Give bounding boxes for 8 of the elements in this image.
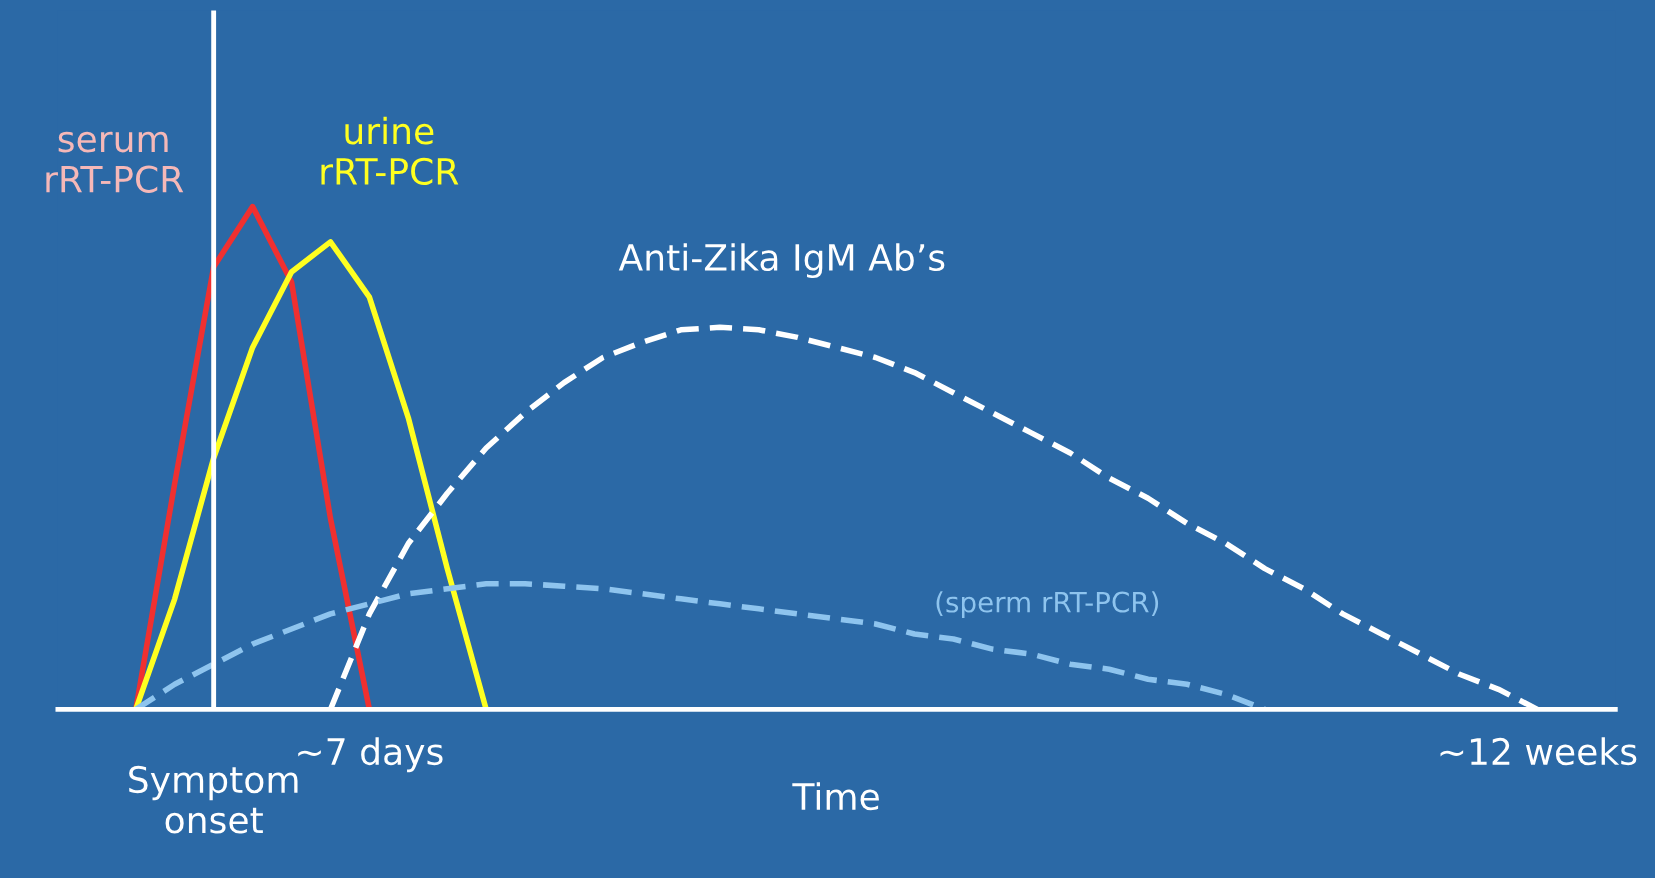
x-tick-label: ~7 days (298, 737, 443, 773)
series-label: Anti-Zika IgM Ab’s (618, 243, 945, 279)
x-axis-title: Time (792, 782, 879, 811)
series-label: (sperm rRT-PCR) (936, 591, 1159, 618)
x-tick-label: ~12 weeks (1440, 737, 1637, 766)
series-label: urine rRT-PCR (321, 116, 459, 186)
series-label: serum rRT-PCR (46, 131, 184, 193)
x-tick-label: Symptom onset (129, 765, 298, 834)
